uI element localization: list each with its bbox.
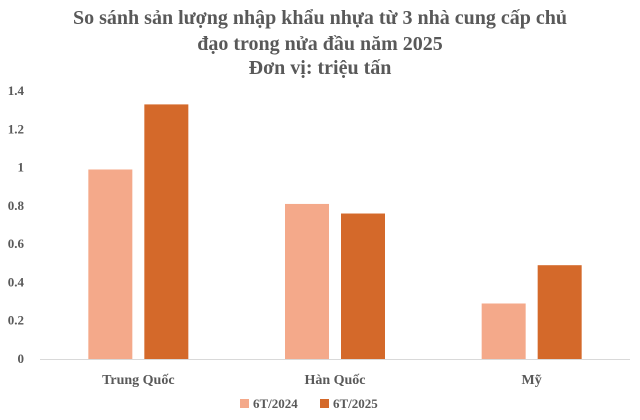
x-category-label: Trung Quốc — [102, 373, 174, 388]
bar-6T2024-1 — [285, 203, 329, 359]
x-category-label: Mỹ — [522, 373, 542, 388]
chart-title-line-1: So sánh sản lượng nhập khẩu nhựa từ 3 nh… — [73, 7, 567, 29]
y-tick-label: 0.4 — [8, 274, 25, 289]
chart-title: So sánh sản lượng nhập khẩu nhựa từ 3 nh… — [73, 7, 567, 79]
y-tick-label: 1 — [18, 160, 25, 175]
x-category-label: Hàn Quốc — [304, 373, 365, 388]
y-axis-ticks: 0 0.2 0.4 0.6 0.8 1 1.2 1.4 — [8, 83, 25, 366]
legend-label: 6T/2024 — [253, 396, 298, 411]
legend-label: 6T/2025 — [333, 396, 378, 411]
bar-6T2025-0 — [144, 104, 189, 360]
bar-6T2024-2 — [481, 303, 526, 359]
bar-6T2024-0 — [88, 169, 133, 359]
legend-swatch — [240, 399, 249, 408]
y-tick-label: 0.8 — [8, 198, 25, 213]
y-tick-label: 0 — [18, 351, 25, 366]
legend: 6T/2024 6T/2025 — [240, 396, 378, 411]
y-tick-label: 0.2 — [8, 313, 24, 328]
bar-6T2025-1 — [341, 213, 385, 359]
y-tick-label: 1.4 — [8, 83, 25, 98]
bar-6T2025-2 — [537, 265, 582, 359]
chart-title-line-3: Đơn vị: triệu tấn — [249, 57, 392, 79]
bars — [88, 104, 582, 360]
chart-title-line-2: đạo trong nửa đầu năm 2025 — [197, 33, 443, 55]
legend-swatch — [320, 399, 329, 408]
y-tick-label: 0.6 — [8, 236, 25, 251]
y-tick-label: 1.2 — [8, 121, 24, 136]
x-axis-categories: Trung Quốc Hàn Quốc Mỹ — [102, 373, 542, 388]
